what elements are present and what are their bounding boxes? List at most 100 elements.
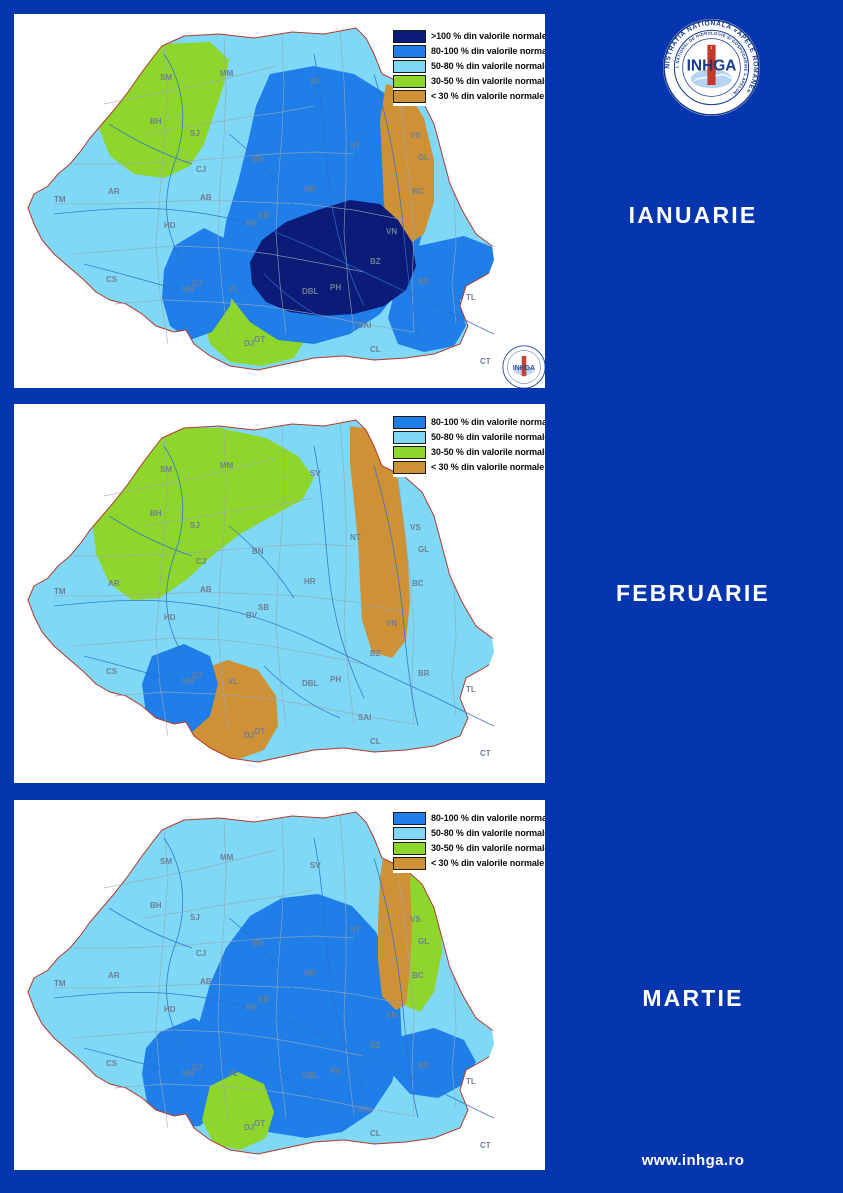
zone-under-30-east [380, 84, 434, 246]
svg-text:NT: NT [350, 925, 361, 934]
zone-30-50-nw [92, 428, 314, 600]
svg-text:TM: TM [54, 587, 66, 596]
svg-text:GL: GL [418, 153, 429, 162]
svg-text:SJ: SJ [190, 913, 200, 922]
legend-row: 80-100 % din valorile normale lunare [393, 415, 545, 430]
legend-swatch [393, 431, 426, 444]
svg-text:MH: MH [182, 285, 195, 294]
legend-swatch [393, 857, 426, 870]
svg-text:TL: TL [466, 1077, 476, 1086]
svg-text:MM: MM [220, 461, 234, 470]
svg-text:CS: CS [106, 667, 118, 676]
svg-text:AB: AB [200, 193, 212, 202]
legend-row: < 30 % din valorile normale lunare [393, 89, 545, 104]
svg-text:BN: BN [252, 939, 264, 948]
svg-text:AB: AB [200, 977, 212, 986]
svg-text:AR: AR [108, 971, 120, 980]
svg-text:MM: MM [220, 69, 234, 78]
zone-80-100-sw [162, 228, 236, 340]
rivers [53, 53, 495, 335]
svg-text:HR: HR [304, 969, 316, 978]
legend-swatch [393, 827, 426, 840]
legend-row: 80-100 % din valorile normale lunare [393, 811, 545, 826]
svg-text:DBL: DBL [302, 679, 319, 688]
svg-text:TM: TM [54, 195, 66, 204]
legend-swatch [393, 416, 426, 429]
legend-label: 80-100 % din valorile normale lunare [431, 813, 545, 823]
legend-label: 30-50 % din valorile normale lunare [431, 76, 545, 86]
legend-label: 50-80 % din valorile normale lunare [431, 828, 545, 838]
zone-30-50-south [202, 1072, 274, 1150]
county-borders [54, 31, 457, 345]
svg-text:GL: GL [418, 545, 429, 554]
legend-row: 80-100 % din valorile normale lunare [393, 44, 545, 59]
svg-text:AB: AB [200, 585, 212, 594]
svg-text:CT: CT [480, 1141, 491, 1150]
svg-text:GJ: GJ [192, 671, 203, 680]
legend-swatch [393, 60, 426, 73]
legend-label: 50-80 % din valorile normale lunare [431, 432, 545, 442]
svg-text:BZ: BZ [370, 1041, 381, 1050]
svg-text:OT: OT [254, 1119, 265, 1128]
svg-text:DBL: DBL [302, 287, 319, 296]
svg-text:GJ: GJ [192, 1063, 203, 1072]
svg-text:CS: CS [106, 1059, 118, 1068]
legend-februarie: 80-100 % din valorile normale lunare 50-… [393, 413, 545, 477]
svg-text:BR: BR [418, 1061, 430, 1070]
svg-text:OT: OT [254, 727, 265, 736]
svg-text:BH: BH [150, 117, 162, 126]
svg-text:SAI: SAI [358, 713, 371, 722]
logo-center-text: INHGA [687, 58, 737, 75]
svg-text:NT: NT [350, 141, 361, 150]
zone-over-100-core [250, 200, 416, 316]
svg-text:VL: VL [228, 677, 238, 686]
svg-text:SB: SB [258, 211, 269, 220]
zone-80-100-center [200, 894, 402, 1138]
svg-text:VL: VL [228, 285, 238, 294]
svg-text:SM: SM [160, 465, 172, 474]
svg-text:SJ: SJ [190, 129, 200, 138]
legend-row: 50-80 % din valorile normale lunare [393, 826, 545, 841]
svg-text:SB: SB [258, 603, 269, 612]
legend-label: < 30 % din valorile normale lunare [431, 858, 545, 868]
legend-swatch [393, 45, 426, 58]
svg-text:HD: HD [164, 613, 176, 622]
svg-text:HD: HD [164, 221, 176, 230]
month-title-martie: MARTIE [642, 985, 744, 1011]
rivers [53, 837, 495, 1119]
svg-text:AR: AR [108, 579, 120, 588]
legend-swatch [393, 75, 426, 88]
svg-text:CJ: CJ [196, 165, 206, 174]
svg-text:BH: BH [150, 901, 162, 910]
black-sea [484, 1030, 526, 1094]
black-sea [484, 638, 526, 702]
svg-text:BV: BV [246, 611, 258, 620]
romania-map-martie: SM MM SJ BN CJ AB AR TM BH HD CS MH GJ VL OT DJ … [14, 800, 545, 1170]
svg-text:DBL: DBL [302, 1071, 319, 1080]
map-panel-ianuarie: SM MM SJ BN CJ AB AR TM BH HD CS MH GJ VL OT DJ … [14, 14, 545, 388]
legend-swatch [393, 446, 426, 459]
website-url: www.inhga.ro [641, 1152, 745, 1169]
svg-text:AR: AR [108, 187, 120, 196]
legend-row: 30-50 % din valorile normale lunare [393, 74, 545, 89]
svg-text:BR: BR [418, 669, 430, 678]
svg-text:PH: PH [330, 283, 341, 292]
legend-row: 50-80 % din valorile normale lunare [393, 59, 545, 74]
svg-text:CJ: CJ [196, 557, 206, 566]
romania-map-februarie: SM MM SJ BN CJ AB AR TM BH HD CS MH GJ VL OT DJ … [14, 404, 545, 783]
svg-text:SV: SV [310, 469, 321, 478]
legend-swatch [393, 90, 426, 103]
legend-label: 30-50 % din valorile normale lunare [431, 447, 545, 457]
svg-text:TL: TL [466, 293, 476, 302]
svg-text:BC: BC [412, 187, 424, 196]
map-panel-februarie: SM MM SJ BN CJ AB AR TM BH HD CS MH GJ VL OT DJ … [14, 404, 545, 783]
svg-text:BZ: BZ [370, 257, 381, 266]
legend-martie: 80-100 % din valorile normale lunare 50-… [393, 809, 545, 873]
svg-text:MM: MM [220, 853, 234, 862]
svg-text:CS: CS [106, 275, 118, 284]
inhga-logo-svg: ADMINISTRATIA NATIONALA «APELE ROMANE» ·… [660, 16, 760, 116]
svg-text:VS: VS [410, 523, 421, 532]
legend-row: 30-50 % din valorile normale lunare [393, 445, 545, 460]
